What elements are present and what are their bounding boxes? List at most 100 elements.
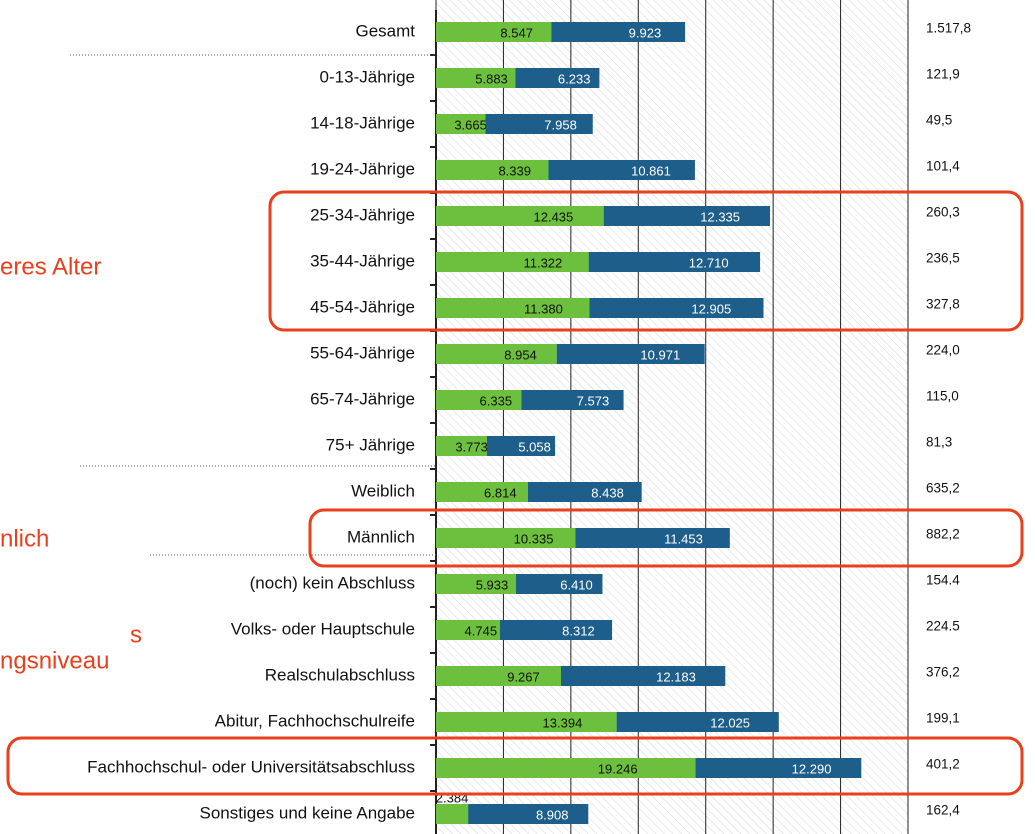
category-label: 75+ Jährige [326, 435, 415, 454]
bar-value-label: 6.814 [484, 485, 517, 500]
bar-segment [527, 482, 642, 502]
bar-value-label: 12.290 [792, 761, 832, 776]
bar-value-label: 10.335 [514, 531, 554, 546]
right-column-value: 376,2 [926, 665, 960, 680]
category-label: 25-34-Jährige [310, 205, 415, 224]
bar-value-label: 12.183 [656, 669, 696, 684]
bar-value-label: 12.710 [689, 255, 729, 270]
bar-segment [468, 804, 589, 824]
bar-value-label: 12.335 [700, 209, 740, 224]
bar-value-label: 5.883 [475, 71, 508, 86]
right-column-value: 49,5 [926, 113, 952, 128]
right-column-value: 882,2 [926, 527, 960, 542]
bar-value-label: 12.905 [691, 301, 731, 316]
right-column-value: 162,4 [926, 803, 960, 818]
right-column-value: 635,2 [926, 481, 960, 496]
bar-value-label: 11.453 [664, 531, 703, 546]
bar-segment [551, 22, 686, 42]
bar-segment [548, 160, 695, 180]
bar-value-label: 6.233 [558, 71, 591, 86]
right-column-value: 121,9 [926, 67, 960, 82]
right-column-value: 81,3 [926, 435, 952, 450]
highlight-box [308, 508, 1024, 568]
bar-value-label: 10.971 [640, 347, 680, 362]
bar-segment [486, 436, 556, 456]
category-label: 35-44-Jährige [310, 251, 415, 270]
bar-segment [436, 114, 486, 134]
bar-segment [515, 68, 600, 88]
bar-segment [695, 758, 862, 778]
bar-value-label: 5.933 [476, 577, 509, 592]
highlight-box [268, 190, 1024, 332]
bar-value-label: 12.435 [534, 209, 574, 224]
right-column-value: 1.517,8 [926, 21, 971, 36]
annotation: ngsniveau [0, 647, 109, 674]
right-column-value: 327,8 [926, 297, 960, 312]
category-label: Abitur, Fachhochschulreife [215, 711, 415, 730]
bar-value-label: 8.312 [562, 623, 595, 638]
bar-segment [436, 482, 528, 502]
right-column-value: 154.4 [926, 573, 960, 588]
annotation: nlich [0, 525, 49, 552]
category-label: Volks- oder Hauptschule [231, 619, 415, 638]
bar-segment [516, 574, 603, 594]
bar-segment [589, 298, 764, 318]
bar-value-label: 7.573 [577, 393, 610, 408]
bar-value-label: 8.339 [498, 163, 531, 178]
bar-segment [436, 22, 552, 42]
annotation: s [130, 621, 142, 648]
category-label: (noch) kein Abschluss [250, 573, 415, 592]
right-column-value: 260,3 [926, 205, 960, 220]
bar-value-label: 19.246 [598, 761, 638, 776]
bar-value-label: 7.958 [544, 117, 577, 132]
bar-segment [436, 206, 604, 226]
category-label: Realschulabschluss [265, 665, 415, 684]
bar-value-label: 11.380 [524, 301, 563, 316]
bar-segment [436, 574, 517, 594]
bar-segment [588, 252, 761, 272]
bar-value-label: 8.954 [504, 347, 537, 362]
bar-value-label: 3.665 [454, 117, 487, 132]
category-label: 55-64-Jährige [310, 343, 415, 362]
bar-segment [521, 390, 624, 410]
right-column-value: 115,0 [926, 389, 959, 404]
category-label: Sonstiges und keine Angabe [199, 803, 415, 822]
bar-segment [436, 390, 522, 410]
bar-segment [499, 620, 613, 640]
right-column-value: 224,0 [926, 343, 960, 358]
category-label: Männlich [347, 527, 415, 546]
bar-segment [560, 666, 726, 686]
bar-value-label: 6.410 [560, 577, 593, 592]
bar-value-label: 9.923 [629, 25, 662, 40]
category-label: 0-13-Jährige [320, 67, 415, 86]
bar-value-label: 8.547 [500, 25, 533, 40]
bar-segment [436, 758, 696, 778]
bar-segment [436, 160, 549, 180]
bar-segment [436, 804, 469, 824]
right-column-value: 401,2 [926, 757, 960, 772]
bar-segment [616, 712, 779, 732]
bar-value-label: 9.267 [507, 669, 540, 684]
category-label: Gesamt [355, 21, 415, 40]
bar-segment [556, 344, 705, 364]
bar-segment [436, 436, 487, 456]
bar-segment [436, 298, 590, 318]
right-column-value: 224.5 [926, 619, 960, 634]
bar-segment [436, 68, 516, 88]
category-label: Weiblich [351, 481, 415, 500]
bar-segment [436, 528, 576, 548]
bar-segment [436, 252, 589, 272]
bar-value-label: 10.861 [631, 163, 671, 178]
bar-segment [603, 206, 771, 226]
bar-value-label: 6.335 [480, 393, 513, 408]
highlight-box [6, 736, 1024, 796]
bar-value-label: 5.058 [518, 439, 551, 454]
annotation: eres Alter [0, 253, 101, 280]
bar-segment [436, 666, 561, 686]
bar-value-label: 8.908 [536, 807, 569, 822]
bar-value-label: 13.394 [543, 715, 583, 730]
plot-background [436, 0, 908, 834]
category-label: 45-54-Jährige [310, 297, 415, 316]
bar-segment [575, 528, 730, 548]
